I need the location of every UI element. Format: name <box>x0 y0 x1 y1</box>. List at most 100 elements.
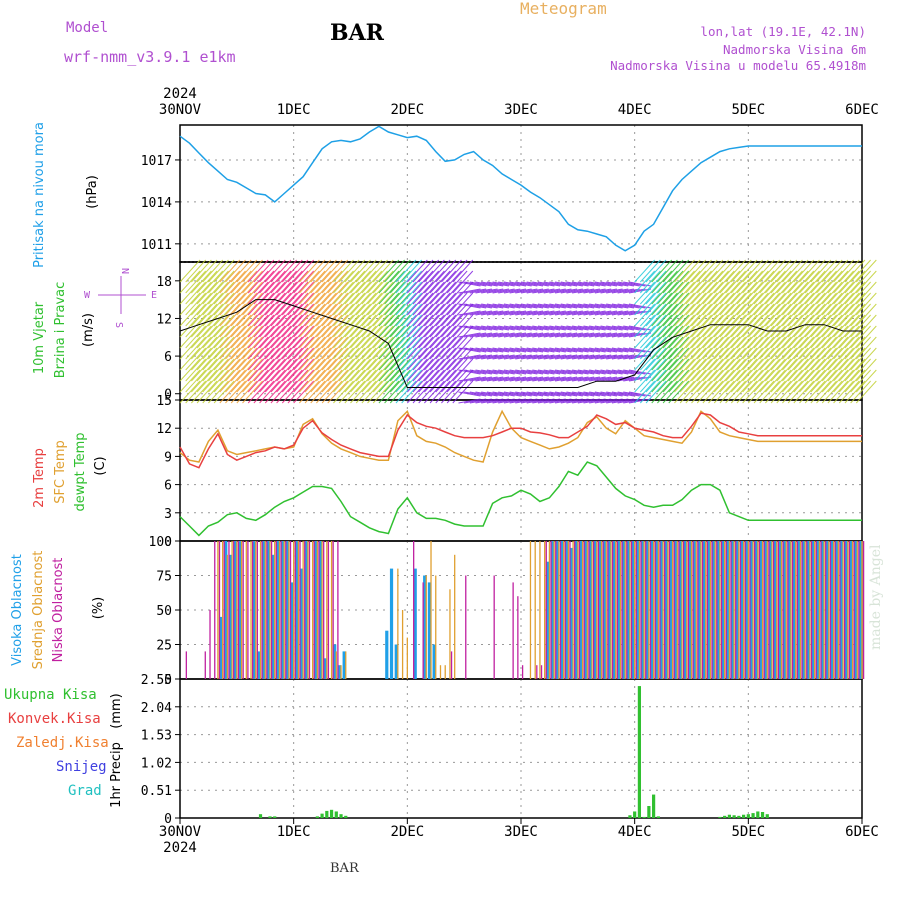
wind-barb <box>486 391 509 397</box>
wind-barb <box>179 336 201 360</box>
wind-barb <box>594 369 617 375</box>
wind-barb <box>639 303 661 327</box>
wind-barb <box>498 376 521 382</box>
wind-barb <box>264 303 286 327</box>
cloud-high-bar <box>711 541 716 679</box>
wind-barb <box>713 358 735 382</box>
wind-barb <box>713 281 735 305</box>
wind-barb <box>395 325 417 349</box>
precip-bar <box>633 811 637 818</box>
wind-barb <box>520 376 544 382</box>
wind-barb <box>799 281 820 305</box>
wind-barb <box>321 259 343 283</box>
wind-barb <box>770 369 792 393</box>
wind-barb <box>611 398 635 404</box>
wind-barb <box>594 310 617 316</box>
wind-barb <box>395 336 417 360</box>
wind-barb <box>696 325 718 349</box>
wind-barb <box>344 259 366 283</box>
wind-barb <box>498 347 521 353</box>
wind-barb <box>668 314 690 338</box>
wind-speed-line <box>179 299 862 388</box>
wind-barb <box>725 292 746 316</box>
wind-barb <box>469 325 492 331</box>
wind-barb <box>753 380 775 404</box>
wind-barb <box>179 369 201 393</box>
wind-barb <box>810 270 832 294</box>
wind-barb <box>520 398 544 404</box>
wind-barb <box>361 303 383 327</box>
wind-barb <box>350 325 371 349</box>
wind-barb <box>804 380 826 404</box>
cloud-high-bar <box>299 568 304 679</box>
precip-legend-item: Zaledj.Kisa <box>16 735 109 751</box>
wind-barb <box>600 288 623 294</box>
wind-barb <box>566 398 589 404</box>
wind-barb <box>537 288 561 294</box>
wind-barb <box>503 332 527 338</box>
wind-barb <box>281 380 303 404</box>
wind-barb <box>566 303 589 309</box>
wind-barb <box>424 347 445 371</box>
wind-barb <box>810 259 832 283</box>
wind-barb <box>759 259 781 283</box>
wind-barb <box>838 336 860 360</box>
wind-barb <box>469 376 492 382</box>
wind-barb <box>657 259 678 283</box>
wind-barb <box>526 354 549 360</box>
wind-barb <box>855 259 877 283</box>
wind-barb <box>367 303 388 327</box>
wind-barb <box>464 354 487 360</box>
wind-barb <box>406 270 428 294</box>
wind-barb <box>458 303 481 309</box>
wind-barb <box>850 325 872 349</box>
wind-barb <box>372 380 394 404</box>
wind-barb <box>662 303 684 327</box>
wind-barb <box>406 281 428 305</box>
wind-barb <box>776 281 798 305</box>
wind-barb <box>503 325 527 331</box>
wind-barb <box>651 380 673 404</box>
wind-barb <box>821 369 843 393</box>
wind-barb <box>606 310 629 316</box>
y-tick-label: 2.04 <box>141 701 172 716</box>
wind-barb <box>543 281 566 287</box>
wind-barb <box>844 314 866 338</box>
wind-barb <box>833 270 854 294</box>
wind-barb <box>821 336 843 360</box>
wind-barb <box>395 259 417 283</box>
wind-barb <box>810 292 832 316</box>
pressure-line <box>179 125 862 252</box>
wind-barb <box>583 347 606 353</box>
year-label-top: 2024 <box>163 86 197 102</box>
wind-barb <box>361 336 383 360</box>
wind-barb <box>435 314 457 338</box>
wind-barb <box>685 259 707 283</box>
wind-barb <box>770 270 792 294</box>
wind-barb <box>361 380 383 404</box>
wind-barb <box>810 347 832 371</box>
wind-barb <box>253 336 275 360</box>
wind-barb <box>179 303 201 327</box>
wind-barb <box>515 369 538 375</box>
wind-barb <box>429 325 451 349</box>
y-tick-label: 0 <box>164 673 172 688</box>
cloud-high-bar <box>603 541 607 679</box>
wind-barb <box>429 281 451 305</box>
wind-barb <box>333 303 354 327</box>
wind-barb <box>730 347 752 371</box>
wind-barb <box>412 358 434 382</box>
wind-barb <box>242 314 263 338</box>
wind-barb <box>759 303 781 327</box>
cloud-high-bar <box>579 541 583 679</box>
wind-barb <box>179 259 201 283</box>
cloud-high-bar <box>342 651 346 679</box>
cloud-high-bar <box>295 541 299 679</box>
wind-barb <box>651 347 673 371</box>
wind-barb <box>634 259 656 283</box>
wind-barb <box>219 281 241 305</box>
sfc-temp-axis-title: SFC Temp <box>53 440 68 504</box>
wind-barb <box>412 347 434 371</box>
cloud-high-bar <box>792 541 796 679</box>
wind-barb <box>833 358 854 382</box>
